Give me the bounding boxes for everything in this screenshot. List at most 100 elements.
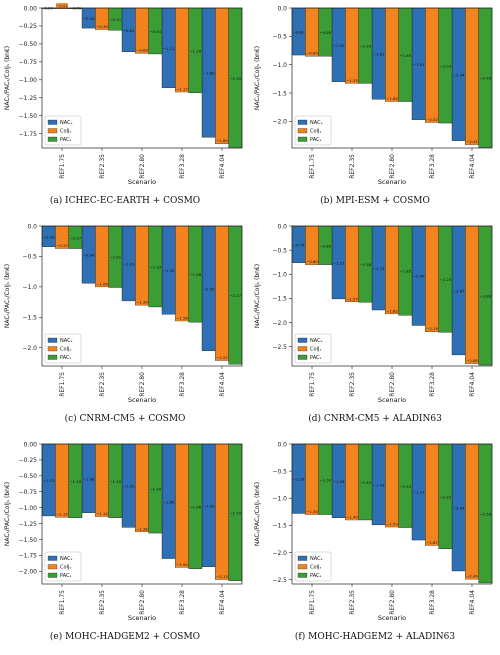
value-label-pac-0: −0.80 [320,243,332,248]
y-tick-label: 0.0 [277,5,287,12]
legend-swatch-col [297,128,308,134]
value-label-col-2: −0.63 [136,48,148,53]
y-tick-label: −0.75 [19,489,38,496]
legend-label-pac: PACₛ [310,137,322,143]
x-axis-label: Scenario [128,614,156,622]
x-tick-label: REF4.04 [219,590,226,615]
value-label-nac-3: −1.11 [163,46,175,51]
value-label-nac-3: −1.80 [163,499,175,504]
legend-swatch-pac [47,136,58,142]
value-label-col-0: −0.37 [56,243,68,248]
legend-swatch-col [47,128,58,134]
legend-label-pac: PACₛ [60,137,72,143]
y-tick-label: −1.5 [272,523,287,530]
value-label-nac-0: −1.28 [293,477,305,482]
legend-label-nac: NACₛ [60,556,73,562]
value-label-col-4: −1.89 [216,138,228,143]
bar-chart-e: 0.00 −0.25 −0.50 −0.75 −1.00 −1.25 −1.50 −1.75 −… [4,441,243,622]
value-label-nac-3: −1.77 [413,490,425,495]
bar-col-4 [215,225,229,361]
value-label-col-1: −1.33 [346,78,358,83]
y-tick-label: −0.50 [19,41,38,48]
value-label-col-3: −1.17 [176,87,188,92]
value-label-bg [136,526,148,532]
legend-swatch-col [297,346,308,352]
value-label-col-4: −2.13 [216,574,228,579]
legend-label-nac: NACₛ [310,556,323,562]
x-tick-label: REF3.28 [179,372,186,397]
y-axis-label: NACₛ/PACₛ/CoIJₛ (bn€) [4,46,11,110]
bar-chart-d: 0.0 −0.5 −1.0 −1.5 −2.0 −2.5 −0.76 −1.51 −1.74 −2… [254,223,493,404]
bar-col-1 [345,443,359,521]
y-axis-label: NACₛ/PACₛ/CoIJₛ (bn€) [4,264,11,328]
bar-col-1 [345,7,359,84]
y-axis-label: NACₛ/PACₛ/CoIJₛ (bn€) [254,482,261,546]
x-tick-label: REF2.80 [139,154,146,179]
value-label-bg [96,281,108,287]
y-tick-label: −1.75 [19,131,38,138]
legend-label-col: CoIJₛ [60,347,71,353]
x-tick-label: REF4.04 [219,154,226,179]
value-label-col-4: −2.21 [216,355,228,360]
y-tick-label: −1.25 [19,95,38,102]
y-tick-label: −2.5 [272,577,287,584]
value-label-bg [426,539,438,546]
value-label-pac-3: −1.58 [190,272,202,277]
value-label-col-0: −1.30 [306,509,318,514]
value-label-col-3: −1.87 [426,540,438,545]
value-label-col-2: −1.65 [386,96,398,101]
value-label-bg [56,3,68,9]
y-tick-label: −2.0 [22,345,37,352]
y-tick-label: −0.5 [22,254,37,261]
y-tick-label: −1.5 [272,296,287,303]
x-tick-label: REF1.75 [309,372,316,397]
x-tick-label: REF1.75 [309,590,316,615]
legend-swatch-nac [47,337,58,343]
x-tick-label: REF3.28 [429,154,436,179]
value-label-pac-2: −1.33 [150,264,162,269]
value-label-nac-1: −0.94 [83,253,95,258]
value-label-bg [306,508,318,515]
bar-col-3 [175,443,189,568]
value-label-nac-0: −1.13 [43,478,55,483]
y-tick-label: −2.0 [272,119,287,126]
bar-col-2 [135,225,149,306]
x-tick-label: REF1.75 [59,154,66,179]
value-label-pac-4: −2.27 [230,293,242,298]
chart-panel-a: 0.00 −0.25 −0.50 −0.75 −1.00 −1.25 −1.50 −1.75 0… [0,0,250,218]
value-label-pac-2: −1.85 [400,269,412,274]
legend-swatch-pac [297,572,308,578]
x-tick-label: REF4.04 [469,372,476,397]
x-tick-label: REF1.75 [309,154,316,179]
y-tick-label: −1.0 [22,284,37,291]
value-label-bg [386,521,398,527]
value-label-pac-1: −1.01 [110,255,122,260]
value-label-nac-2: −1.74 [373,266,385,271]
legend-swatch-col [47,564,58,570]
value-label-bg [216,354,228,361]
value-label-bg [426,116,438,123]
value-label-pac-0: −1.16 [70,479,82,484]
chart-panel-f: 0.0 −0.5 −1.0 −1.5 −2.0 −2.5 −1.28 −1.36 −1.49 −1… [250,436,500,654]
bar-col-0 [55,443,69,518]
value-label-col-2: −1.82 [386,308,398,313]
legend-swatch-nac [297,555,308,561]
y-tick-label: −2.5 [272,344,287,351]
value-label-bg [346,296,358,302]
value-label-col-2: −1.53 [386,522,398,527]
y-tick-label: −1.50 [19,113,38,120]
x-tick-label: REF2.35 [99,154,106,179]
value-label-pac-2: −0.64 [150,29,162,34]
value-label-pac-1: −1.33 [360,44,372,49]
value-label-nac-4: −2.34 [453,72,465,77]
y-tick-label: −1.75 [19,553,38,560]
value-label-bg [176,561,188,568]
legend-label-col: CoIJₛ [60,129,71,135]
value-label-pac-1: −1.40 [360,480,372,485]
y-axis-label: NACₛ/PACₛ/CoIJₛ (bn€) [4,482,11,546]
x-axis-label: Scenario [128,396,156,404]
x-tick-label: REF3.28 [429,372,436,397]
value-label-nac-1: −1.08 [83,476,95,481]
value-label-bg [176,315,188,321]
value-label-col-4: −2.41 [466,139,478,144]
